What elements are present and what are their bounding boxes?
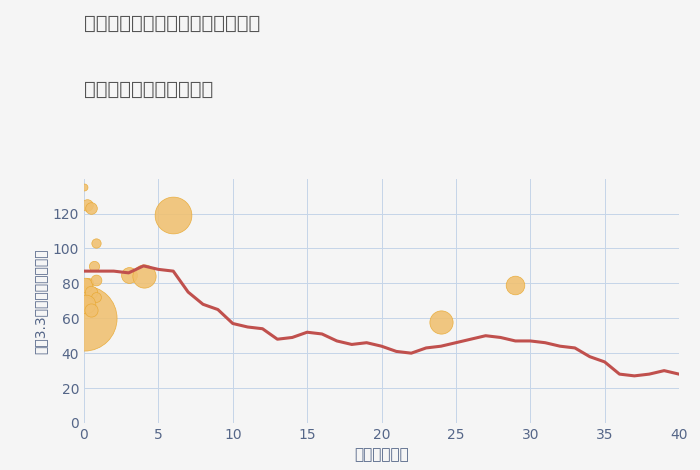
Point — [168, 212, 179, 219]
Point — [90, 276, 101, 283]
Point — [90, 294, 101, 301]
Point — [86, 306, 97, 313]
Point — [80, 300, 92, 308]
Point — [123, 271, 134, 278]
Point — [138, 273, 149, 280]
Point — [86, 204, 97, 212]
Point — [80, 282, 91, 289]
Point — [81, 201, 92, 209]
X-axis label: 築年数（年）: 築年数（年） — [354, 447, 409, 462]
Y-axis label: 坪（3.3㎡）単価（万円）: 坪（3.3㎡）単価（万円） — [33, 248, 47, 353]
Point — [86, 288, 97, 296]
Point — [510, 282, 521, 289]
Text: 築年数別中古戸建て価格: 築年数別中古戸建て価格 — [84, 80, 214, 99]
Point — [90, 239, 101, 247]
Text: 愛知県清須市西枇杷島町南大和の: 愛知県清須市西枇杷島町南大和の — [84, 14, 260, 33]
Point — [78, 184, 90, 191]
Point — [83, 280, 94, 287]
Point — [89, 262, 100, 270]
Point — [435, 318, 447, 326]
Point — [78, 314, 90, 322]
